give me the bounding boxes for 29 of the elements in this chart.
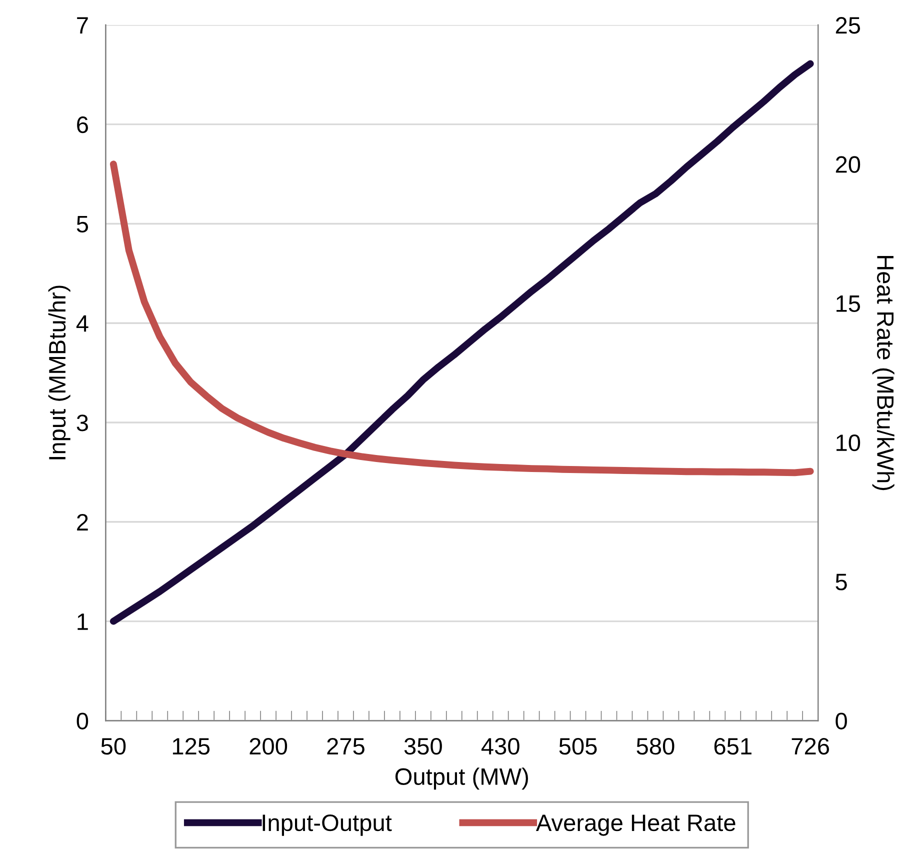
y2-tick-label: 20: [836, 156, 860, 173]
x-axis-title: Output (MW): [395, 768, 528, 790]
x-tick-label: 350: [404, 738, 442, 755]
y-tick-label: 4: [76, 315, 88, 332]
x-tick-label: 50: [101, 738, 126, 755]
x-tick-label: 125: [172, 738, 210, 755]
y2-axis-title: Heat Rate (MBtu/kWh): [872, 256, 894, 490]
x-tick-label: 505: [559, 738, 597, 755]
y-tick-label: 5: [76, 216, 88, 233]
y2-tick-label: 25: [836, 17, 860, 34]
x-tick-label: 430: [481, 738, 520, 755]
y2-tick-label: 5: [836, 574, 847, 590]
y-tick-label: 0: [76, 712, 88, 730]
legend-label: Input-Output: [262, 814, 392, 836]
y2-tick-label: 10: [836, 434, 860, 452]
y-tick-label: 3: [76, 414, 88, 432]
y-axis-title: Input (MMBtu/hr): [48, 286, 70, 460]
y-tick-label: 2: [77, 514, 88, 530]
x-tick-label: 726: [792, 738, 829, 755]
y-tick-label: 1: [78, 614, 88, 630]
x-tick-label: 651: [714, 738, 752, 755]
x-tick-label: 200: [250, 738, 288, 755]
x-tick-label: 580: [636, 738, 674, 755]
y-tick-label: 6: [77, 116, 88, 134]
legend-label: Average Heat Rate: [536, 814, 736, 836]
y2-tick-label: 0: [836, 712, 847, 730]
y2-tick-label: 15: [836, 296, 860, 312]
y-tick-label: 7: [77, 17, 88, 34]
x-tick-label: 275: [327, 738, 364, 755]
